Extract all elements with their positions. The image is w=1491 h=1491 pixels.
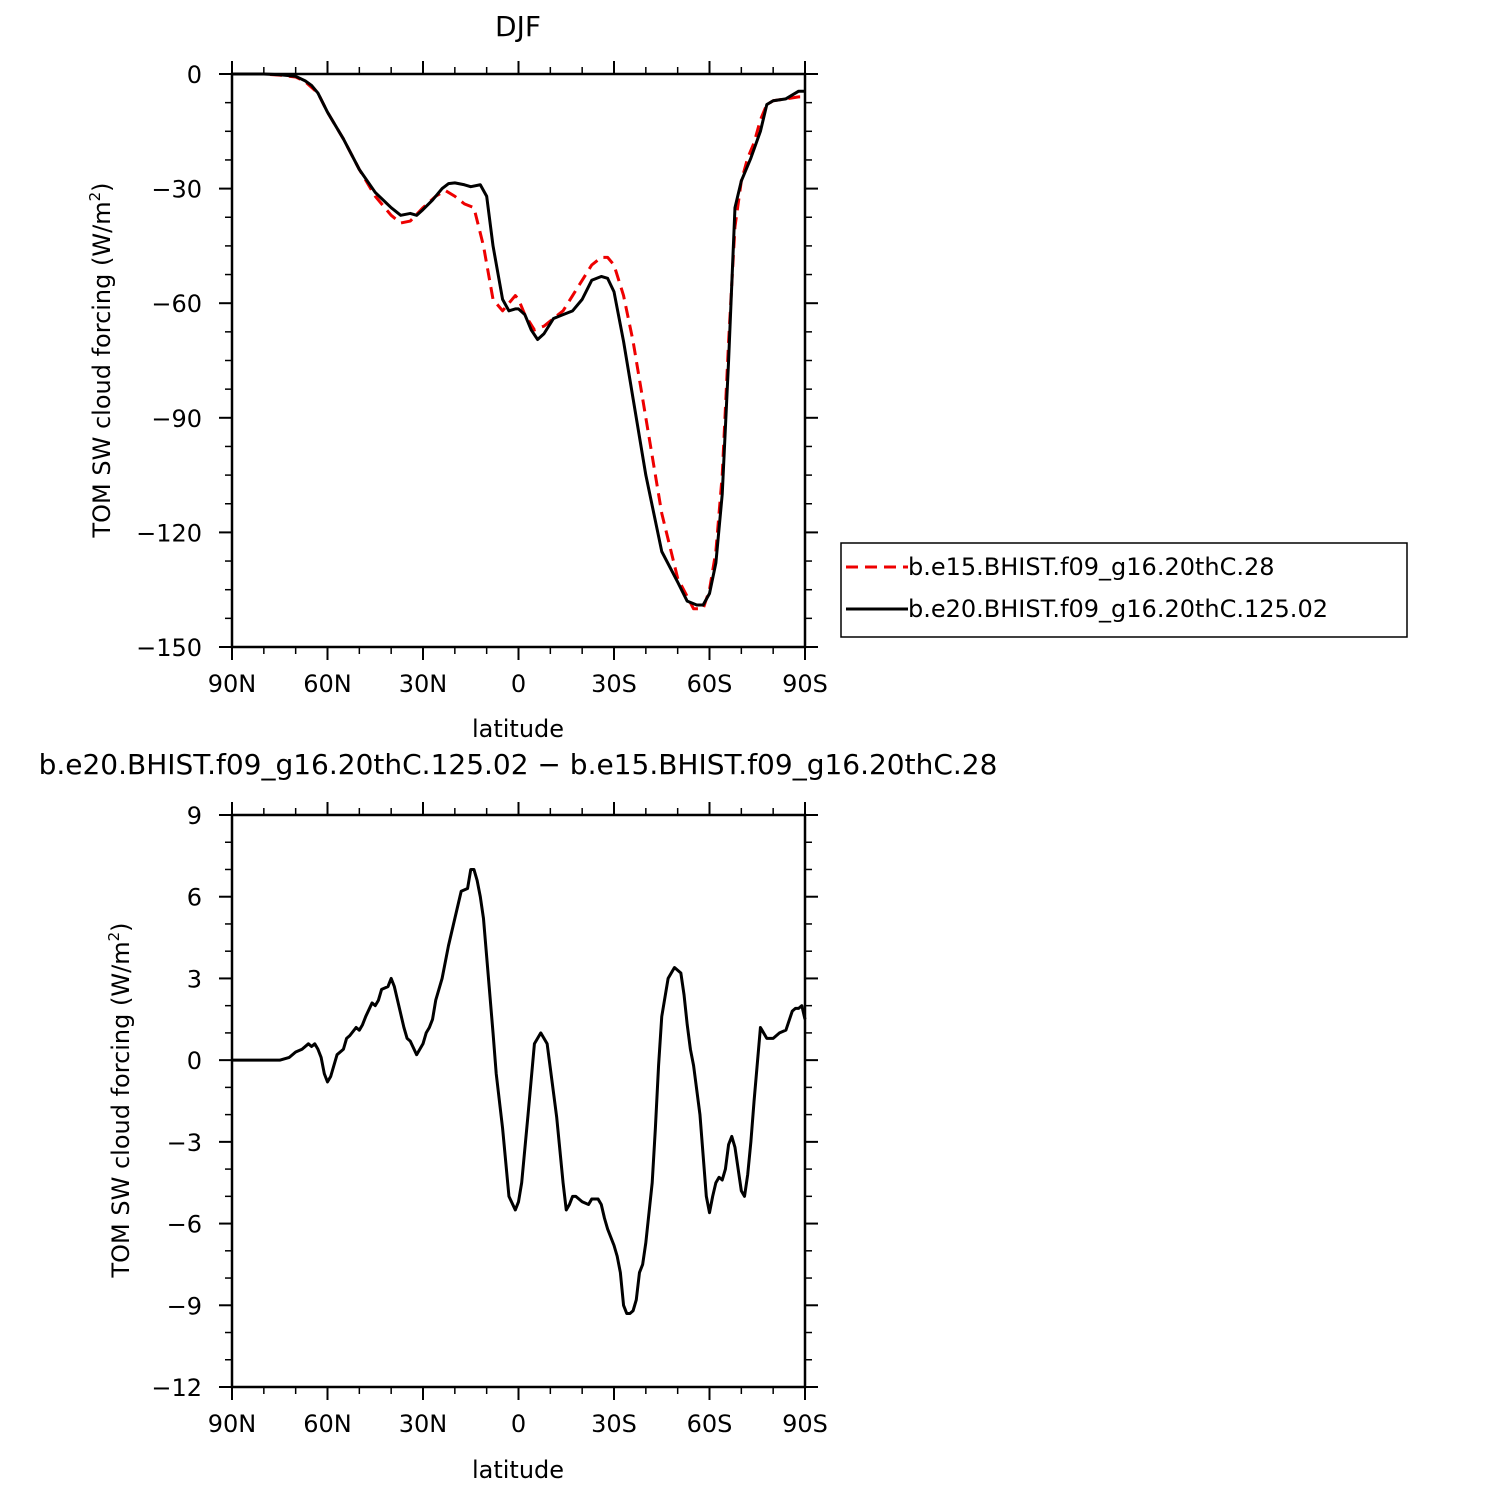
top-x-tick-label: 90N: [208, 670, 257, 698]
bottom-series-line-0: [232, 867, 807, 1315]
legend: b.e15.BHIST.f09_g16.20thC.28 b.e20.BHIST…: [840, 542, 1408, 638]
bottom-y-tick-label: 3: [187, 965, 202, 993]
legend-box: [840, 542, 1408, 638]
bottom-series-lines: [232, 867, 807, 1315]
top-y-axis-title: TOM SW cloud forcing (W/m2): [86, 183, 116, 539]
bottom-ticks: [219, 802, 818, 1400]
top-x-tick-label: 90S: [782, 670, 828, 698]
bottom-y-axis-title: TOM SW cloud forcing (W/m2): [105, 923, 135, 1279]
top-y-axis-title-main: TOM SW cloud forcing (W/m: [88, 201, 116, 538]
bottom-y-tick-label: 0: [187, 1047, 202, 1075]
bottom-y-tick-label: −12: [151, 1374, 202, 1402]
top-series-line-1: [232, 72, 805, 607]
bottom-y-tick-label: 9: [187, 802, 202, 830]
top-chart-title: DJF: [495, 10, 541, 43]
bottom-x-tick-labels: 90N 60N 30N 0 30S 60S 90S: [208, 1410, 828, 1438]
bottom-panel: b.e20.BHIST.f09_g16.20thC.125.02 − b.e15…: [39, 748, 998, 1484]
bottom-y-axis-title-main: TOM SW cloud forcing (W/m: [107, 941, 135, 1278]
top-y-axis-title-end: ): [88, 183, 116, 192]
bottom-y-tick-labels: 9 6 3 0 −3 −6 −9 −12: [151, 802, 202, 1402]
bottom-x-tick-label: 30S: [591, 1410, 637, 1438]
top-x-tick-label: 60S: [687, 670, 733, 698]
top-y-tick-label: −60: [151, 290, 202, 318]
bottom-y-tick-label: −3: [167, 1129, 202, 1157]
bottom-chart-title: b.e20.BHIST.f09_g16.20thC.125.02 − b.e15…: [39, 748, 998, 781]
bottom-y-tick-label: −6: [167, 1211, 202, 1239]
top-x-tick-label: 60N: [303, 670, 352, 698]
top-y-tick-label: −150: [136, 634, 202, 662]
top-x-axis-title: latitude: [472, 715, 564, 743]
top-x-tick-label: 30S: [591, 670, 637, 698]
bottom-y-axis-title-end: ): [107, 923, 135, 932]
top-plot-frame: [230, 72, 807, 649]
bottom-x-tick-label: 90N: [208, 1410, 257, 1438]
top-y-tick-label: −30: [151, 176, 202, 204]
top-x-tick-labels: 90N 60N 30N 0 30S 60S 90S: [208, 670, 828, 698]
bottom-y-tick-label: 6: [187, 884, 202, 912]
bottom-x-tick-label: 60S: [687, 1410, 733, 1438]
top-y-tick-label: −90: [151, 405, 202, 433]
top-ticks: [219, 61, 818, 660]
bottom-y-axis-title-superscript: 2: [105, 932, 123, 942]
legend-label-e20: b.e20.BHIST.f09_g16.20thC.125.02: [908, 595, 1328, 623]
top-y-tick-label: 0: [187, 61, 202, 89]
bottom-x-axis-title: latitude: [472, 1456, 564, 1484]
bottom-y-tick-label: −9: [167, 1292, 202, 1320]
legend-label-e15: b.e15.BHIST.f09_g16.20thC.28: [908, 553, 1275, 581]
top-panel: DJF 90N 60N 30N 0 30S 60S 90S 0 −30 −60 −90 −120 −1…: [86, 10, 1408, 743]
bottom-plot-frame: [230, 813, 807, 1389]
top-y-axis-title-superscript: 2: [86, 192, 104, 202]
bottom-x-tick-label: 90S: [782, 1410, 828, 1438]
top-x-tick-label: 0: [511, 670, 526, 698]
top-y-tick-labels: 0 −30 −60 −90 −120 −150: [136, 61, 202, 662]
top-y-tick-label: −120: [136, 519, 202, 547]
bottom-x-tick-label: 0: [511, 1410, 526, 1438]
bottom-x-tick-label: 60N: [303, 1410, 352, 1438]
top-series-lines: [232, 72, 805, 611]
top-x-tick-label: 30N: [399, 670, 448, 698]
bottom-x-tick-label: 30N: [399, 1410, 448, 1438]
